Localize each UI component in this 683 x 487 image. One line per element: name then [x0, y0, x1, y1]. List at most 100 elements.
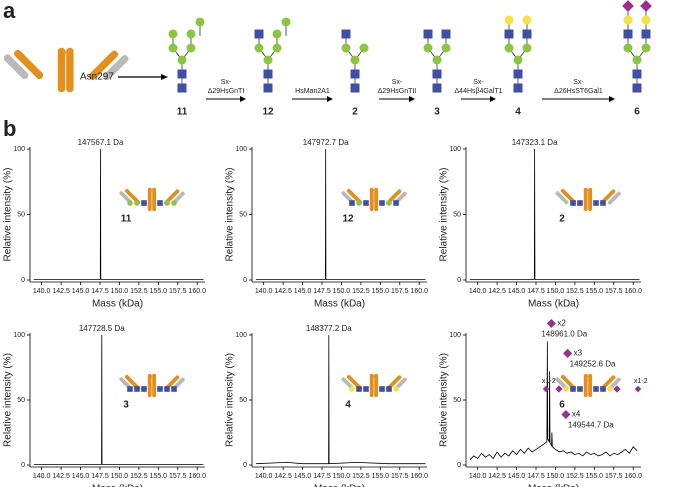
glycan-circle [641, 15, 651, 25]
glycan-square [432, 69, 442, 79]
glycan-square [127, 386, 133, 392]
x-tick-label: 160.0 [188, 473, 206, 480]
glycan-circle [393, 386, 399, 392]
glycan-square [157, 200, 163, 206]
compound-number: 12 [262, 107, 274, 118]
antibody-icon [0, 46, 132, 94]
y-axis-label: Relative intensity (%) [439, 168, 450, 262]
glycan-circle [432, 55, 442, 65]
x-tick-label: 155.0 [586, 288, 604, 295]
glycan-square [600, 386, 606, 392]
glycan-square [504, 29, 514, 39]
glycan-circle [168, 43, 178, 53]
spectrum-line [33, 148, 204, 280]
enzyme-label: Δ26HsST6Gal1 [554, 88, 603, 95]
x-axis-label: Mass (kDa) [92, 484, 143, 487]
arrow-head [409, 96, 415, 102]
glycan-square [356, 386, 362, 392]
x-tick-label: 160.0 [624, 473, 642, 480]
y-tick-label: 50 [239, 397, 247, 404]
x-tick-label: 157.5 [605, 473, 623, 480]
glycan-circle [168, 29, 178, 39]
glycan-circle [641, 43, 651, 53]
y-axis-label: Relative intensity (%) [225, 353, 236, 447]
x-tick-label: 150.0 [333, 473, 351, 480]
glycan-square [570, 386, 576, 392]
x-tick-label: 147.5 [527, 473, 545, 480]
x-tick-label: 152.5 [352, 288, 370, 295]
glycan-square [350, 83, 360, 93]
x-tick-label: 147.5 [91, 473, 109, 480]
spectrum-line [255, 334, 426, 465]
glycan-diamond [563, 348, 573, 358]
x-axis-label: Mass (kDa) [314, 299, 365, 310]
x-tick-label: 160.0 [624, 288, 642, 295]
x-tick-label: 147.5 [313, 288, 331, 295]
glycan-circle [423, 43, 433, 53]
enzyme-label: Sx- [473, 79, 484, 86]
glycan-square [593, 386, 599, 392]
glycan-square [177, 83, 187, 93]
glycan-circle [177, 55, 187, 65]
glycan-square [423, 29, 433, 39]
glycan-square [363, 386, 369, 392]
chart: 0 50 100 140.0 142.5 145.0 147.5 150.0 152.5 155.… [3, 324, 206, 487]
glycan-circle [263, 55, 273, 65]
glycan-square [632, 83, 642, 93]
glycan-square [254, 29, 264, 39]
x-tick-label: 160.0 [188, 288, 206, 295]
y-tick-label: 100 [13, 332, 25, 339]
x-tick-label: 157.5 [169, 473, 187, 480]
y-tick-label: 50 [239, 211, 247, 218]
compound-number: 11 [121, 214, 132, 225]
glycan-circle [350, 55, 360, 65]
peak-label: 147972.7 Da [303, 138, 349, 147]
y-tick-label: 0 [457, 277, 461, 284]
glycan-diamond [542, 385, 550, 393]
glycan-square [157, 386, 163, 392]
peak-label: 147728.5 Da [79, 324, 125, 333]
x-tick-label: 142.5 [274, 473, 292, 480]
y-tick-label: 0 [243, 277, 247, 284]
x-tick-label: 142.5 [488, 288, 506, 295]
glycan-square [379, 386, 385, 392]
chart: 0 50 100 140.0 142.5 145.0 147.5 150.0 152.5 155.… [225, 138, 428, 310]
y-axis-label: Relative intensity (%) [3, 168, 14, 262]
glycan-circle [195, 17, 205, 27]
x-tick-label: 142.5 [274, 288, 292, 295]
x-axis-label: Mass (kDa) [528, 299, 579, 310]
x-tick-label: 145.0 [508, 288, 526, 295]
glycan-circle [623, 43, 633, 53]
y-tick-label: 50 [453, 211, 461, 218]
glycan-square [577, 200, 583, 206]
glycan-circle [623, 15, 633, 25]
compound-number: 12 [342, 214, 354, 225]
spectrum-line [255, 148, 426, 280]
enzyme-label: Δ29HsGnTI [208, 88, 245, 95]
glycan-circle [513, 55, 523, 65]
x-tick-label: 150.0 [547, 473, 565, 480]
glycan-circle [386, 200, 392, 206]
glycan-square [141, 200, 147, 206]
antibody-inset [339, 373, 409, 398]
y-tick-label: 50 [453, 397, 461, 404]
glycan-square [263, 83, 273, 93]
glycan-square [141, 386, 147, 392]
enzyme-label: Sx- [573, 79, 584, 86]
y-tick-label: 0 [243, 462, 247, 469]
x-tick-label: 147.5 [313, 473, 331, 480]
glycan-circle [134, 200, 140, 206]
glycan-square [393, 200, 399, 206]
compound-number: 3 [123, 400, 129, 411]
glycan-square [513, 83, 523, 93]
glycan-diamond [555, 385, 563, 393]
glycan-circle [607, 386, 613, 392]
glycan-circle [356, 200, 362, 206]
glycan-square [600, 200, 606, 206]
x-tick-label: 150.0 [333, 288, 351, 295]
glycan-diamond [613, 385, 621, 393]
y-axis-label: Relative intensity (%) [439, 353, 450, 447]
x-tick-label: 152.5 [352, 473, 370, 480]
